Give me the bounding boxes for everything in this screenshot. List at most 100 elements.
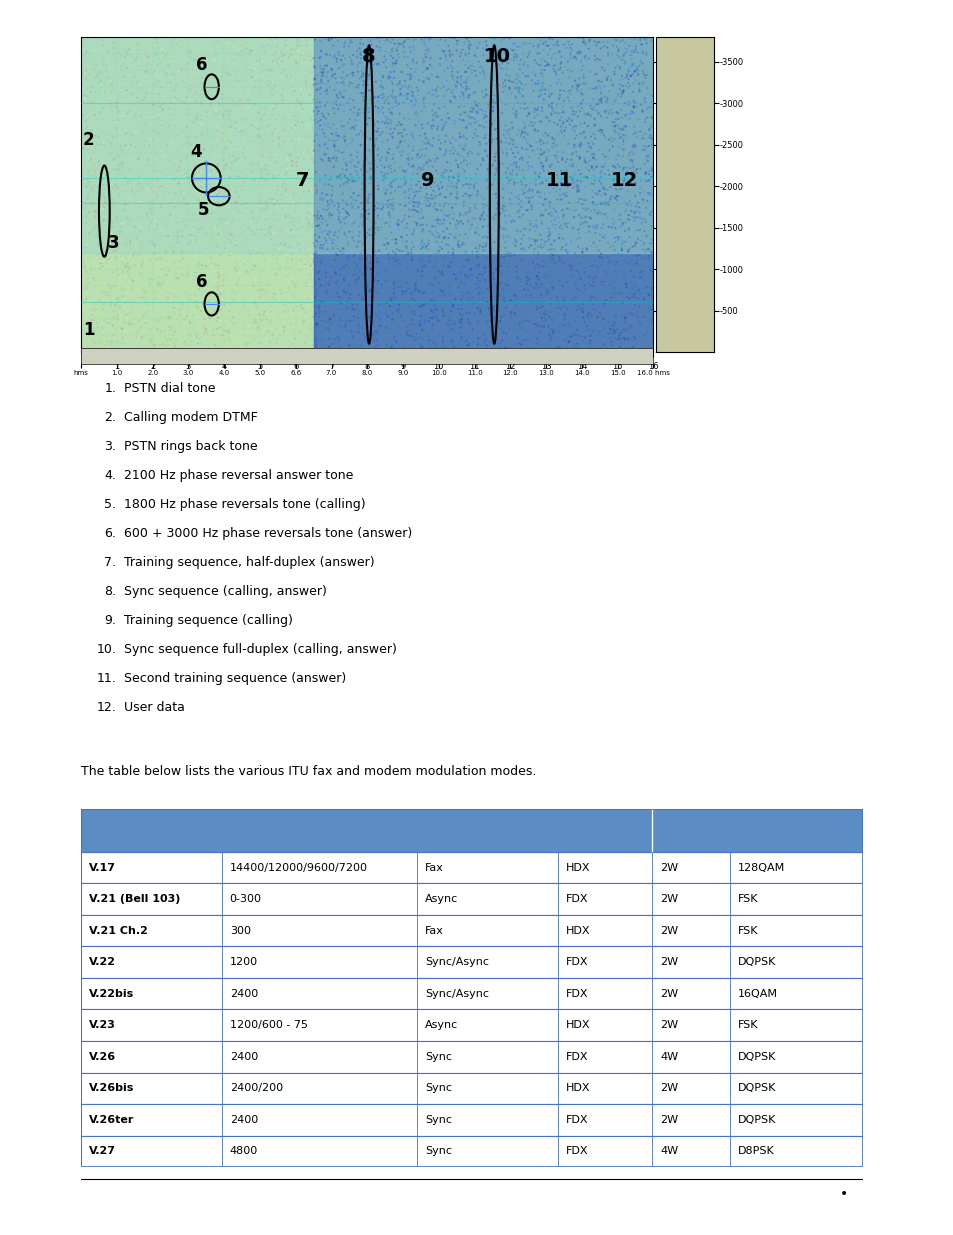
Point <box>595 32 610 52</box>
Point <box>83 149 98 169</box>
Point <box>557 186 572 206</box>
Point <box>87 41 102 61</box>
Point <box>346 266 361 285</box>
Point <box>556 205 571 225</box>
Point <box>490 63 505 83</box>
Point <box>112 298 128 317</box>
Point <box>371 179 386 199</box>
Point <box>336 33 352 53</box>
Point <box>123 190 138 210</box>
Point <box>470 256 485 275</box>
Point <box>476 332 492 352</box>
Point <box>180 104 195 124</box>
Point <box>334 73 349 93</box>
Point <box>533 49 548 69</box>
Point <box>443 319 458 338</box>
Point <box>640 204 656 224</box>
Point <box>430 148 445 168</box>
Point <box>462 259 477 279</box>
Point <box>406 280 421 300</box>
Point <box>378 238 394 258</box>
Point <box>569 261 584 280</box>
Point <box>545 246 560 266</box>
Point <box>174 329 190 348</box>
Point <box>105 241 120 261</box>
Point <box>100 283 115 303</box>
Point <box>209 311 224 331</box>
Point <box>236 51 252 70</box>
Point <box>608 308 623 327</box>
Point <box>313 252 328 272</box>
Point <box>614 245 629 264</box>
Point <box>575 32 590 52</box>
Point <box>628 136 643 156</box>
Point <box>163 68 178 88</box>
Point <box>365 203 380 222</box>
Point <box>269 217 284 237</box>
Point <box>247 94 262 114</box>
Point <box>542 315 558 335</box>
Point <box>603 335 618 354</box>
Point <box>170 226 185 246</box>
Point <box>104 264 119 284</box>
Point <box>146 131 161 151</box>
Point <box>164 240 179 259</box>
Point <box>185 112 200 132</box>
Point <box>111 146 126 165</box>
Point <box>134 141 150 161</box>
Point <box>547 56 562 75</box>
Point <box>301 252 316 272</box>
Point <box>472 270 487 290</box>
Point <box>238 262 253 282</box>
Point <box>489 194 504 214</box>
Point <box>377 31 393 51</box>
Point <box>554 169 569 189</box>
Point <box>118 42 133 62</box>
Point <box>97 158 112 178</box>
Point <box>382 175 397 195</box>
Point <box>258 156 274 175</box>
Point <box>272 48 287 68</box>
Point <box>115 27 131 47</box>
Point <box>452 136 467 156</box>
Point <box>276 221 292 241</box>
Point <box>132 82 147 101</box>
Point <box>458 204 474 224</box>
Point <box>207 32 222 52</box>
Point <box>506 285 521 305</box>
Point <box>203 222 218 242</box>
Point <box>617 212 632 232</box>
Point <box>146 136 161 156</box>
Text: FSK: FSK <box>738 926 758 936</box>
Point <box>78 112 93 132</box>
Point <box>279 319 294 338</box>
Point <box>141 98 156 117</box>
Point <box>94 124 110 143</box>
Point <box>369 285 384 305</box>
Point <box>638 147 653 167</box>
Text: Fax: Fax <box>425 926 444 936</box>
Point <box>401 189 416 209</box>
Point <box>378 317 394 337</box>
Point <box>396 109 412 128</box>
Point <box>492 245 507 264</box>
Point <box>427 144 442 164</box>
Point <box>184 63 199 83</box>
Point <box>256 175 272 195</box>
Point <box>357 249 373 269</box>
Point <box>107 104 122 124</box>
Point <box>255 56 271 75</box>
Point <box>377 325 393 345</box>
Point <box>512 37 527 57</box>
Point <box>440 36 456 56</box>
Point <box>535 314 550 333</box>
Point <box>169 163 184 183</box>
Point <box>314 63 330 83</box>
Point <box>428 269 443 289</box>
Point <box>260 210 275 230</box>
Point <box>558 272 574 291</box>
Point <box>207 105 222 125</box>
Point <box>309 125 324 144</box>
Point <box>492 217 507 237</box>
Point <box>545 324 560 343</box>
